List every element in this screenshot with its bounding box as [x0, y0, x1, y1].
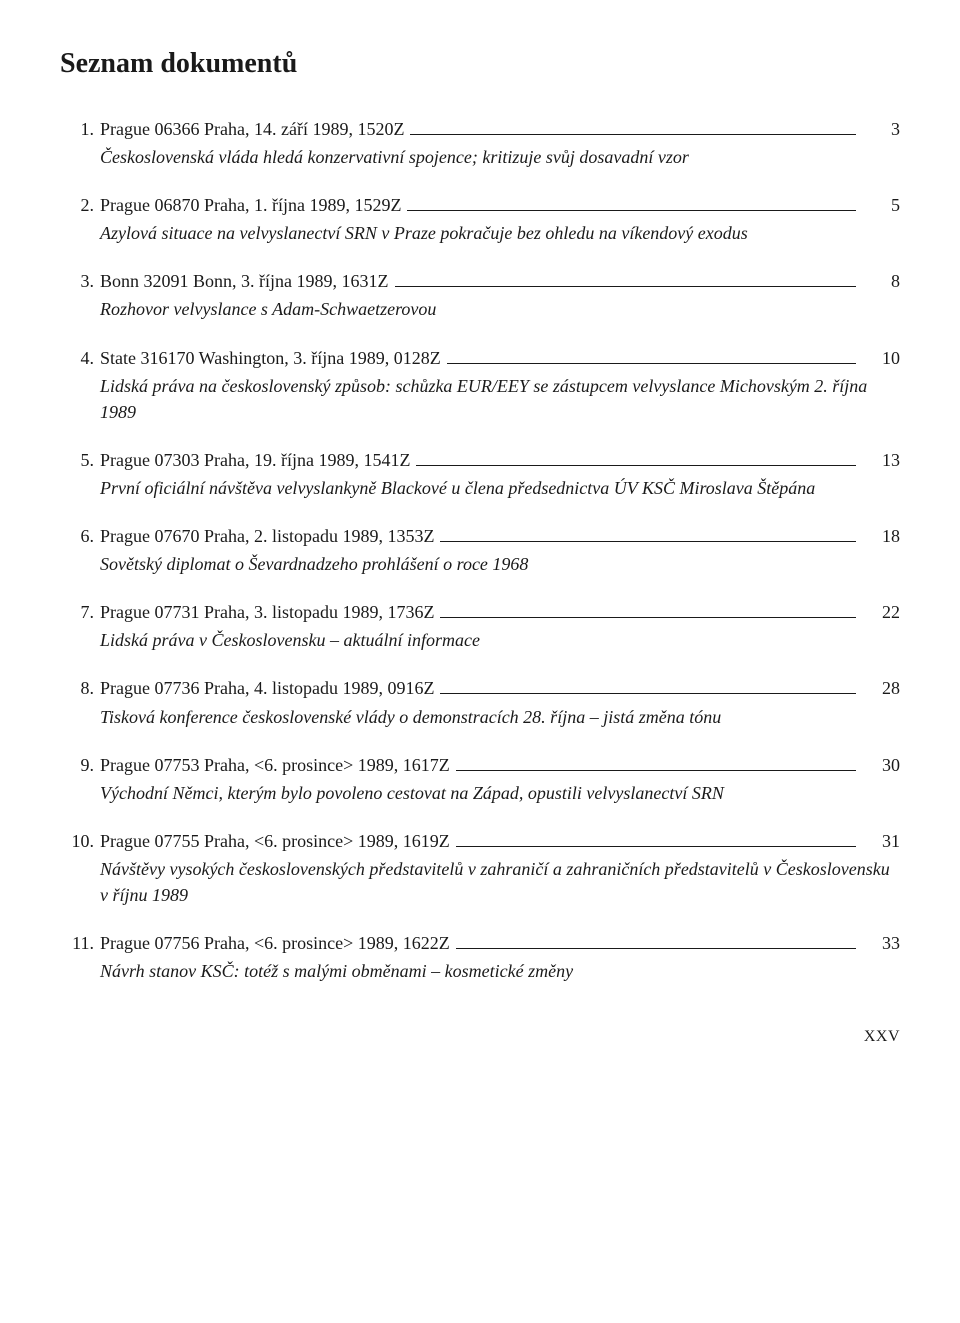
page-heading: Seznam dokumentů: [60, 48, 900, 80]
leader-line: [456, 948, 856, 949]
entry-title: Prague 07736 Praha, 4. listopadu 1989, 0…: [100, 675, 434, 701]
entry-description: Rozhovor velvyslance s Adam-Schwaetzerov…: [100, 296, 900, 322]
entry-title: Prague 07731 Praha, 3. listopadu 1989, 1…: [100, 599, 434, 625]
entry-page: 18: [860, 523, 900, 549]
entry-page: 31: [860, 828, 900, 854]
entry-number: 3.: [60, 268, 100, 294]
entry-title: Bonn 32091 Bonn, 3. října 1989, 1631Z: [100, 268, 389, 294]
entry-number: 7.: [60, 599, 100, 625]
leader-line: [416, 465, 856, 466]
entry-description: Východní Němci, kterým bylo povoleno ces…: [100, 780, 900, 806]
leader-line: [395, 286, 857, 287]
entry-number: 4.: [60, 345, 100, 371]
entry-number: 6.: [60, 523, 100, 549]
toc-entry: 8.Prague 07736 Praha, 4. listopadu 1989,…: [60, 675, 900, 729]
entry-description: Tisková konference československé vlády …: [100, 704, 900, 730]
entry-title: Prague 07756 Praha, <6. prosince> 1989, …: [100, 930, 450, 956]
toc-entry: 10.Prague 07755 Praha, <6. prosince> 198…: [60, 828, 900, 908]
toc-entry: 4.State 316170 Washington, 3. října 1989…: [60, 345, 900, 425]
entry-title: Prague 06870 Praha, 1. října 1989, 1529Z: [100, 192, 401, 218]
entry-description: Návrh stanov KSČ: totéž s malými obměnam…: [100, 958, 900, 984]
entry-page: 8: [860, 268, 900, 294]
leader-line: [456, 846, 856, 847]
leader-line: [440, 693, 856, 694]
entry-number: 8.: [60, 675, 100, 701]
entry-page: 22: [860, 599, 900, 625]
toc-entry: 1.Prague 06366 Praha, 14. září 1989, 152…: [60, 116, 900, 170]
entry-description: Návštěvy vysokých československých předs…: [100, 856, 900, 908]
entry-number: 10.: [60, 828, 100, 854]
entry-title: Prague 07670 Praha, 2. listopadu 1989, 1…: [100, 523, 434, 549]
entry-page: 10: [860, 345, 900, 371]
toc-entry: 5.Prague 07303 Praha, 19. října 1989, 15…: [60, 447, 900, 501]
entry-number: 2.: [60, 192, 100, 218]
entry-number: 5.: [60, 447, 100, 473]
entry-description: Lidská práva na československý způsob: s…: [100, 373, 900, 425]
leader-line: [447, 363, 856, 364]
entry-description: Lidská práva v Československu – aktuální…: [100, 627, 900, 653]
toc-list: 1.Prague 06366 Praha, 14. září 1989, 152…: [60, 116, 900, 984]
toc-entry: 11.Prague 07756 Praha, <6. prosince> 198…: [60, 930, 900, 984]
toc-entry: 7.Prague 07731 Praha, 3. listopadu 1989,…: [60, 599, 900, 653]
entry-description: Azylová situace na velvyslanectví SRN v …: [100, 220, 900, 246]
entry-page: 28: [860, 675, 900, 701]
toc-entry: 9.Prague 07753 Praha, <6. prosince> 1989…: [60, 752, 900, 806]
leader-line: [440, 541, 856, 542]
entry-description: První oficiální návštěva velvyslankyně B…: [100, 475, 900, 501]
entry-page: 3: [860, 116, 900, 142]
entry-number: 1.: [60, 116, 100, 142]
entry-title: Prague 06366 Praha, 14. září 1989, 1520Z: [100, 116, 404, 142]
leader-line: [456, 770, 856, 771]
entry-number: 11.: [60, 930, 100, 956]
entry-number: 9.: [60, 752, 100, 778]
entry-title: Prague 07753 Praha, <6. prosince> 1989, …: [100, 752, 450, 778]
entry-title: Prague 07303 Praha, 19. října 1989, 1541…: [100, 447, 410, 473]
toc-entry: 6.Prague 07670 Praha, 2. listopadu 1989,…: [60, 523, 900, 577]
leader-line: [410, 134, 856, 135]
leader-line: [407, 210, 856, 211]
entry-title: Prague 07755 Praha, <6. prosince> 1989, …: [100, 828, 450, 854]
leader-line: [440, 617, 856, 618]
toc-entry: 2.Prague 06870 Praha, 1. října 1989, 152…: [60, 192, 900, 246]
entry-page: 13: [860, 447, 900, 473]
page-footer: XXV: [60, 1028, 900, 1046]
entry-description: Československá vláda hledá konzervativní…: [100, 144, 900, 170]
entry-title: State 316170 Washington, 3. října 1989, …: [100, 345, 441, 371]
entry-page: 5: [860, 192, 900, 218]
toc-entry: 3.Bonn 32091 Bonn, 3. října 1989, 1631Z 8…: [60, 268, 900, 322]
entry-page: 30: [860, 752, 900, 778]
entry-page: 33: [860, 930, 900, 956]
entry-description: Sovětský diplomat o Ševardnadzeho prohlá…: [100, 551, 900, 577]
